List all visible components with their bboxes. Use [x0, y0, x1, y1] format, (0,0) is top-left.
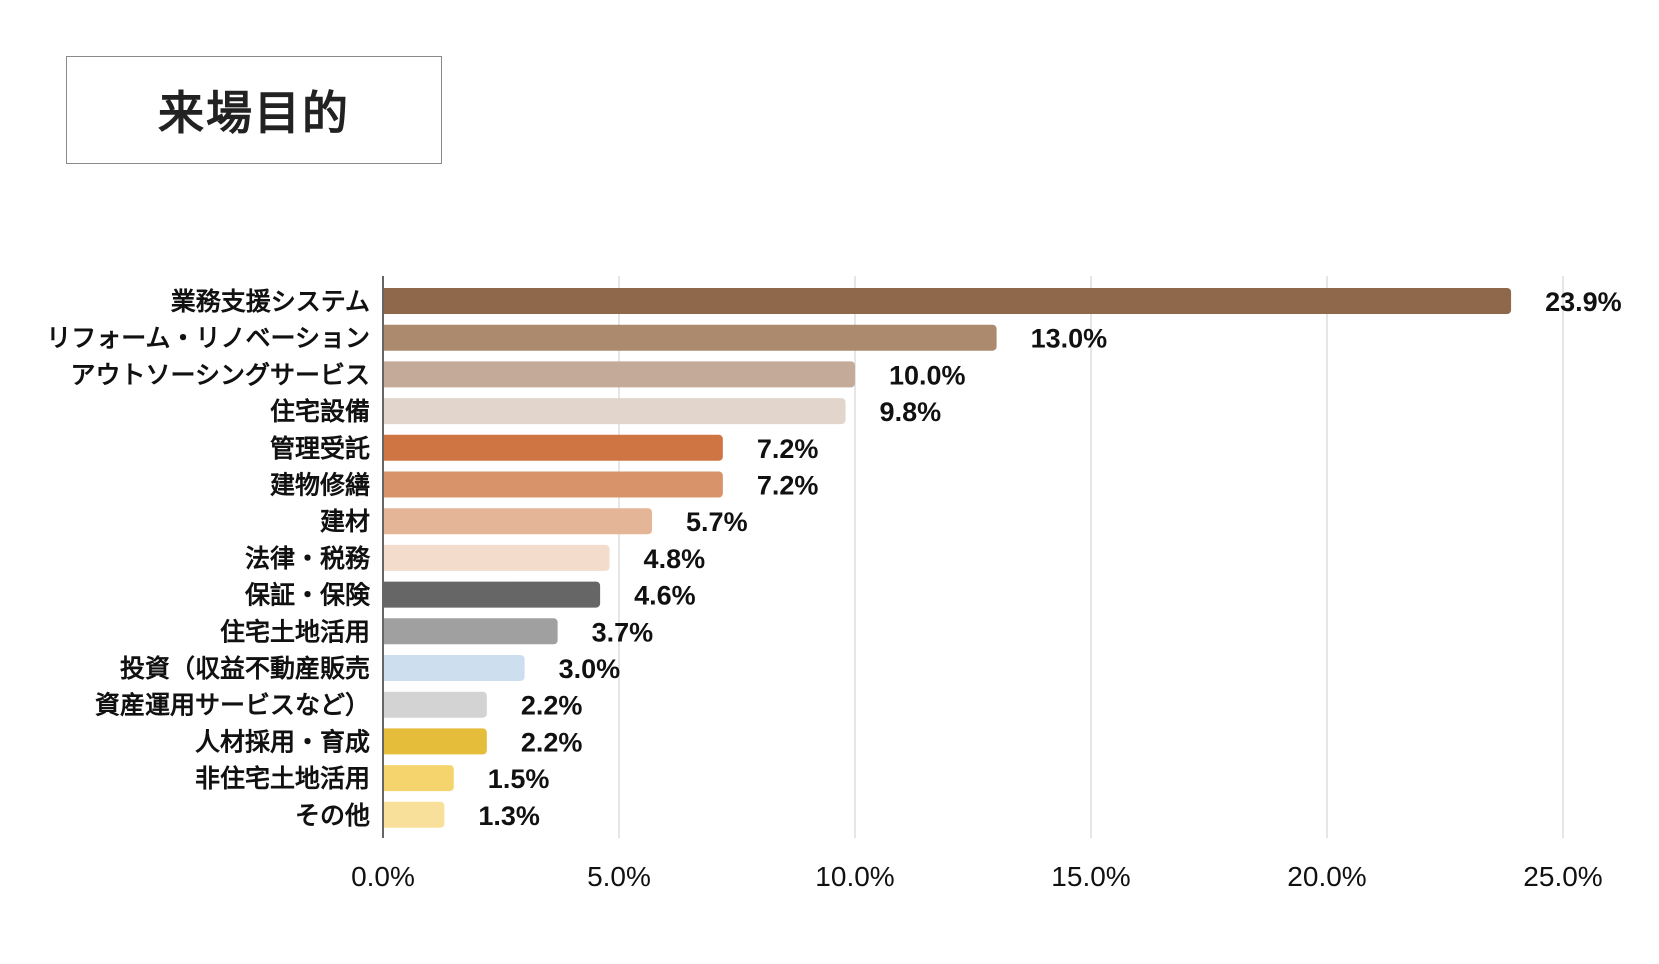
category-label: 資産運用サービスなど）	[95, 691, 370, 720]
x-tick-label: 20.0%	[1287, 861, 1366, 892]
category-label: 建材	[320, 507, 370, 536]
data-label: 13.0%	[1031, 324, 1108, 354]
data-label: 9.8%	[880, 397, 942, 427]
x-tick-label: 15.0%	[1051, 861, 1130, 892]
category-label: 建物修繕	[270, 471, 370, 500]
category-label: その他	[295, 801, 370, 830]
category-label: 管理受託	[270, 434, 370, 463]
bar	[384, 288, 1512, 314]
category-label: 法律・税務	[245, 544, 371, 573]
bar	[383, 471, 723, 498]
data-label: 1.5%	[488, 764, 550, 794]
bar	[383, 655, 525, 681]
chart-title-box: 来場目的	[66, 56, 442, 164]
category-label: 業務支援システム	[171, 287, 370, 316]
data-label: 7.2%	[757, 471, 819, 501]
x-tick-label: 5.0%	[587, 861, 651, 892]
category-label: 人材採用・育成	[195, 727, 370, 756]
category-label: リフォーム・リノベーション	[46, 324, 370, 353]
bar	[384, 398, 846, 425]
bar	[384, 728, 487, 755]
bar	[384, 544, 610, 571]
bar	[384, 508, 653, 535]
bar	[383, 434, 723, 461]
category-label: 住宅土地活用	[220, 617, 370, 646]
x-tick-label: 25.0%	[1523, 861, 1602, 892]
bar	[384, 324, 997, 351]
data-label: 3.0%	[559, 654, 621, 684]
category-label: 保証・保険	[244, 581, 371, 610]
chart-title: 来場目的	[158, 86, 350, 140]
bar	[384, 618, 558, 645]
data-label: 7.2%	[757, 434, 819, 464]
category-label: アウトソーシングサービス	[70, 360, 370, 389]
data-label: 2.2%	[521, 691, 583, 721]
category-label: 投資（収益不動産販売	[120, 654, 370, 683]
data-label: 23.9%	[1545, 287, 1622, 317]
bar	[384, 581, 601, 608]
bar	[384, 361, 855, 388]
data-label: 4.6%	[634, 581, 696, 611]
data-label: 1.3%	[478, 801, 540, 831]
bar	[384, 691, 487, 718]
data-label: 4.8%	[644, 544, 706, 574]
category-label: 住宅設備	[270, 397, 370, 426]
x-tick-label: 10.0%	[815, 861, 894, 892]
bar	[384, 765, 454, 792]
data-label: 10.0%	[889, 360, 966, 390]
data-label: 3.7%	[592, 617, 654, 647]
x-tick-label: 0.0%	[351, 861, 415, 892]
data-label: 2.2%	[521, 727, 583, 757]
data-label: 5.7%	[686, 507, 748, 537]
category-label: 非住宅土地活用	[195, 764, 370, 793]
bar	[384, 801, 445, 828]
